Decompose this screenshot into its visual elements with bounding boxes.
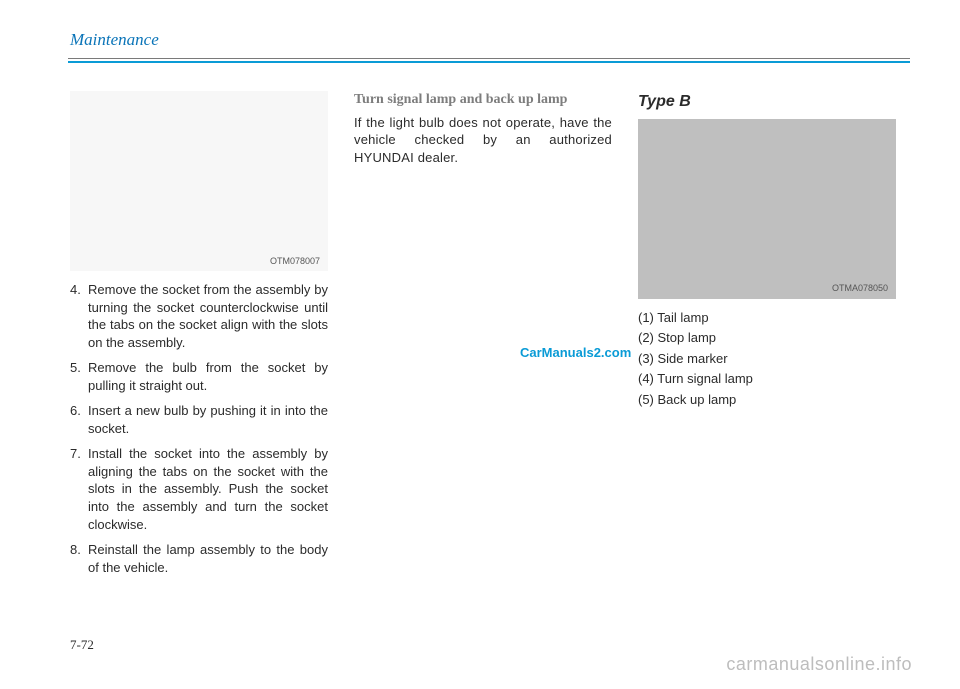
list-text: Install the socket into the assembly by … bbox=[88, 445, 328, 533]
list-text: Remove the bulb from the socket by pulli… bbox=[88, 359, 328, 394]
section-title: Maintenance bbox=[70, 30, 159, 54]
list-item: (4) Turn signal lamp bbox=[638, 370, 896, 388]
figure-caption: OTM078007 bbox=[270, 255, 320, 267]
component-list: (1) Tail lamp (2) Stop lamp (3) Side mar… bbox=[638, 309, 896, 409]
column-left: OTM078007 4. Remove the socket from the … bbox=[70, 91, 328, 584]
list-number: 4. bbox=[70, 281, 88, 351]
list-item: 5. Remove the bulb from the socket by pu… bbox=[70, 359, 328, 394]
list-item: (2) Stop lamp bbox=[638, 329, 896, 347]
page: Maintenance OTM078007 4. Remove the sock… bbox=[0, 0, 960, 689]
list-number: 5. bbox=[70, 359, 88, 394]
list-item: (5) Back up lamp bbox=[638, 391, 896, 409]
columns: OTM078007 4. Remove the socket from the … bbox=[70, 91, 910, 584]
paragraph: If the light bulb does not operate, have… bbox=[354, 114, 612, 167]
figure-placeholder: OTMA078050 bbox=[638, 119, 896, 299]
figure-placeholder: OTM078007 bbox=[70, 91, 328, 271]
list-item: 4. Remove the socket from the assembly b… bbox=[70, 281, 328, 351]
list-item: (1) Tail lamp bbox=[638, 309, 896, 327]
list-text: Reinstall the lamp assembly to the body … bbox=[88, 541, 328, 576]
list-text: Remove the socket from the assembly by t… bbox=[88, 281, 328, 351]
watermark-carmanuals2: CarManuals2.com bbox=[520, 345, 631, 360]
instruction-list: 4. Remove the socket from the assembly b… bbox=[70, 281, 328, 576]
column-right: Type B OTMA078050 (1) Tail lamp (2) Stop… bbox=[638, 91, 896, 584]
list-number: 6. bbox=[70, 402, 88, 437]
sub-heading: Turn signal lamp and back up lamp bbox=[354, 91, 612, 110]
type-heading: Type B bbox=[638, 91, 896, 113]
watermark-carmanualsonline: carmanualsonline.info bbox=[726, 654, 912, 675]
list-number: 8. bbox=[70, 541, 88, 576]
list-item: 6. Insert a new bulb by pushing it in in… bbox=[70, 402, 328, 437]
list-item: 7. Install the socket into the assembly … bbox=[70, 445, 328, 533]
figure-caption: OTMA078050 bbox=[832, 282, 888, 294]
list-text: Insert a new bulb by pushing it in into … bbox=[88, 402, 328, 437]
column-middle: Turn signal lamp and back up lamp If the… bbox=[354, 91, 612, 584]
list-item: (3) Side marker bbox=[638, 350, 896, 368]
list-number: 7. bbox=[70, 445, 88, 533]
page-header: Maintenance bbox=[70, 30, 910, 54]
header-rule bbox=[68, 58, 910, 63]
list-item: 8. Reinstall the lamp assembly to the bo… bbox=[70, 541, 328, 576]
page-number: 7-72 bbox=[70, 637, 94, 653]
